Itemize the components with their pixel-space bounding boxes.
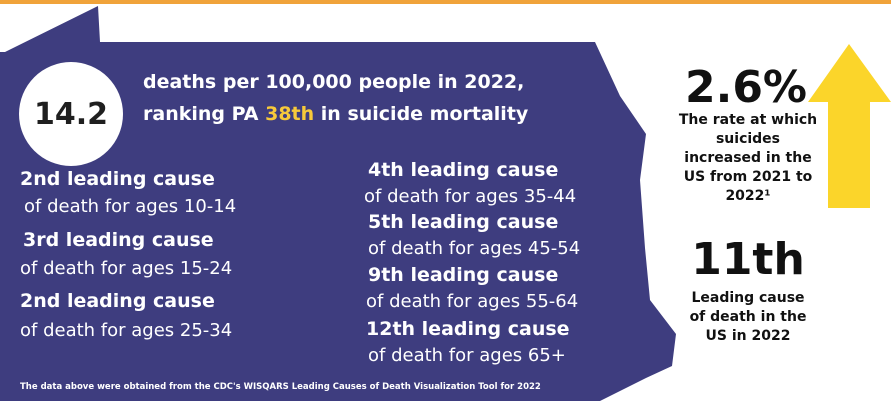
cause-title: 2nd leading cause bbox=[20, 290, 215, 312]
rank-value: 11th bbox=[691, 234, 805, 285]
headline-line-1: deaths per 100,000 people in 2022, bbox=[143, 71, 525, 93]
cause-title: 2nd leading cause bbox=[20, 168, 215, 190]
cause-subtitle: of death for ages 45-54 bbox=[368, 238, 581, 259]
headline-line-2: ranking PA 38th in suicide mortality bbox=[143, 103, 529, 125]
cause-subtitle: of death for ages 25-34 bbox=[20, 320, 233, 341]
cause-title: 9th leading cause bbox=[368, 264, 559, 286]
stat-circle: 14.2 bbox=[19, 62, 123, 166]
cause-title: 4th leading cause bbox=[368, 159, 559, 181]
rank-highlight: 38th bbox=[265, 103, 315, 125]
rank-description: Leading cause of death in the US in 2022 bbox=[689, 290, 807, 344]
headline-text: deaths per 100,000 people in 2022, ranki… bbox=[143, 66, 528, 130]
source-note: The data above were obtained from the CD… bbox=[20, 382, 541, 392]
cause-subtitle: of death for ages 55-64 bbox=[366, 291, 579, 312]
cause-subtitle: of death for ages 35-44 bbox=[364, 186, 577, 207]
cause-subtitle: of death for ages 15-24 bbox=[20, 258, 233, 279]
up-arrow-icon bbox=[808, 44, 891, 208]
top-accent-bar bbox=[0, 0, 891, 4]
cause-title: 3rd leading cause bbox=[23, 229, 214, 251]
cause-subtitle: of death for ages 65+ bbox=[368, 345, 566, 366]
cause-title: 5th leading cause bbox=[368, 211, 559, 233]
stat-value: 14.2 bbox=[33, 96, 109, 132]
cause-subtitle: of death for ages 10-14 bbox=[24, 196, 237, 217]
cause-title: 12th leading cause bbox=[366, 318, 570, 340]
rate-description: The rate at which suicides increased in … bbox=[678, 112, 818, 204]
rate-value: 2.6% bbox=[684, 62, 808, 113]
